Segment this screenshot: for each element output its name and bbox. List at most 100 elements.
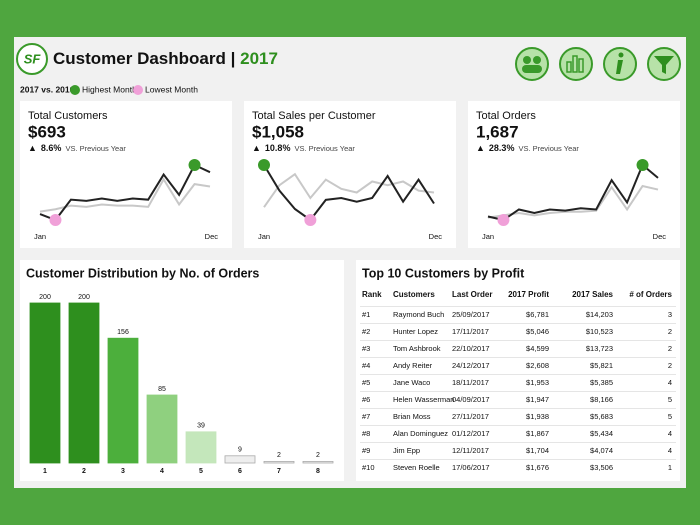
table-cell: #3	[362, 344, 370, 353]
table-cell: Jim Epp	[393, 446, 420, 455]
table-cell: $5,046	[526, 327, 549, 336]
logo	[16, 43, 48, 75]
table-cell: Hunter Lopez	[393, 327, 438, 336]
table-cell: Steven Roelle	[393, 463, 440, 472]
table-cell: 5	[668, 395, 672, 404]
sparkline-previous	[487, 184, 659, 219]
table-cell: $4,599	[526, 344, 549, 353]
category-label: 7	[277, 468, 281, 475]
table-cell: #9	[362, 446, 370, 455]
kpi-start: Jan	[482, 232, 494, 241]
kpi-value: $693	[28, 122, 66, 141]
info-icon[interactable]	[603, 47, 637, 81]
comparison: 2017 vs. 2016	[20, 84, 75, 94]
bar-label: 200	[39, 294, 51, 301]
table-cell: 4	[668, 429, 672, 438]
bar-label: 156	[117, 329, 129, 336]
table-cell: 17/11/2017	[452, 327, 489, 336]
table-cell: Alan Dominguez	[393, 429, 448, 438]
kpi-change: ▲ 8.6% VS. Previous Year	[28, 143, 126, 153]
chart-icon[interactable]	[559, 47, 593, 81]
column-header: 2017 Sales	[572, 290, 613, 299]
table-cell: 4	[668, 378, 672, 387]
table-cell: $5,434	[590, 429, 613, 438]
kpi-label: Total Sales per Customer	[252, 110, 376, 122]
bar	[224, 455, 256, 464]
table-cell: 01/12/2017	[452, 429, 490, 438]
category-label: 5	[199, 468, 203, 475]
table-cell: $5,385	[590, 378, 613, 387]
kpi-change-value: 10.8%	[265, 143, 291, 153]
table-cell: $2,608	[526, 361, 549, 370]
table-cell: 04/09/2017	[452, 395, 490, 404]
lowest-marker	[304, 214, 317, 226]
kpi-card	[244, 101, 456, 248]
highest-label: Highest Month	[82, 84, 137, 94]
kpi-change-value: 8.6%	[41, 143, 62, 153]
kpi-comparison: VS. Previous Year	[518, 144, 579, 153]
kpi-arrow: ▲	[476, 143, 485, 153]
kpi-end: Dec	[429, 232, 443, 241]
table-cell: 1	[668, 463, 672, 472]
category-label: 8	[316, 468, 320, 475]
highest-marker	[188, 159, 201, 171]
table-cell: $1,867	[526, 429, 549, 438]
kpi-end: Dec	[653, 232, 667, 241]
table-cell: $5,821	[590, 361, 613, 370]
column-header: Rank	[362, 290, 382, 299]
kpi-start: Jan	[258, 232, 270, 241]
table-cell: Raymond Buch	[393, 310, 444, 319]
bar	[107, 337, 139, 464]
kpi-value: 1,687	[476, 122, 519, 141]
kpi-comparison: VS. Previous Year	[65, 144, 126, 153]
kpi-end: Dec	[205, 232, 219, 241]
table-cell: $8,166	[590, 395, 613, 404]
table-cell: 2	[668, 361, 672, 370]
column-header: Customers	[393, 290, 435, 299]
table-cell: $3,506	[590, 463, 613, 472]
table-cell: $6,781	[526, 310, 549, 319]
kpi-label: Total Customers	[28, 110, 108, 122]
table-cell: #10	[362, 463, 375, 472]
title-separator: |	[231, 49, 236, 68]
filter-icon[interactable]	[647, 47, 681, 81]
table-card	[356, 260, 680, 481]
lowest-marker	[497, 214, 510, 226]
bar	[302, 460, 334, 464]
table-cell: 3	[668, 310, 672, 319]
customers-icon[interactable]	[515, 47, 549, 81]
table-cell: $1,676	[526, 463, 549, 472]
table-cell: #8	[362, 429, 370, 438]
bar	[68, 302, 100, 464]
table-cell: #1	[362, 310, 370, 319]
bar-label: 39	[197, 423, 205, 430]
table-cell: Helen Wasserman	[393, 395, 454, 404]
table-cell: 4	[668, 446, 672, 455]
title-text: Customer Dashboard	[53, 49, 226, 68]
distribution-card	[20, 260, 344, 481]
column-header: 2017 Profit	[508, 290, 549, 299]
highest-marker	[258, 159, 270, 171]
kpi-arrow: ▲	[252, 143, 261, 153]
sparkline-current	[263, 164, 435, 222]
table-cell: #6	[362, 395, 370, 404]
kpi-value: $1,058	[252, 122, 304, 141]
table-cell: $1,704	[526, 446, 549, 455]
bar	[185, 431, 217, 464]
column-header: Last Order	[452, 290, 492, 299]
table-cell: #5	[362, 378, 370, 387]
lowest-marker	[49, 214, 62, 226]
bar-label: 9	[238, 447, 242, 454]
table-cell: Andy Reiter	[393, 361, 433, 370]
category-label: 1	[43, 468, 47, 475]
bar-label: 2	[277, 452, 281, 459]
table-cell: 5	[668, 412, 672, 421]
bar-label: 2	[316, 452, 320, 459]
column-header: # of Orders	[629, 290, 672, 299]
bar-label: 200	[78, 294, 90, 301]
kpi-arrow: ▲	[28, 143, 37, 153]
category-label: 2	[82, 468, 86, 475]
kpi-label: Total Orders	[476, 110, 536, 122]
table-cell: #7	[362, 412, 370, 421]
